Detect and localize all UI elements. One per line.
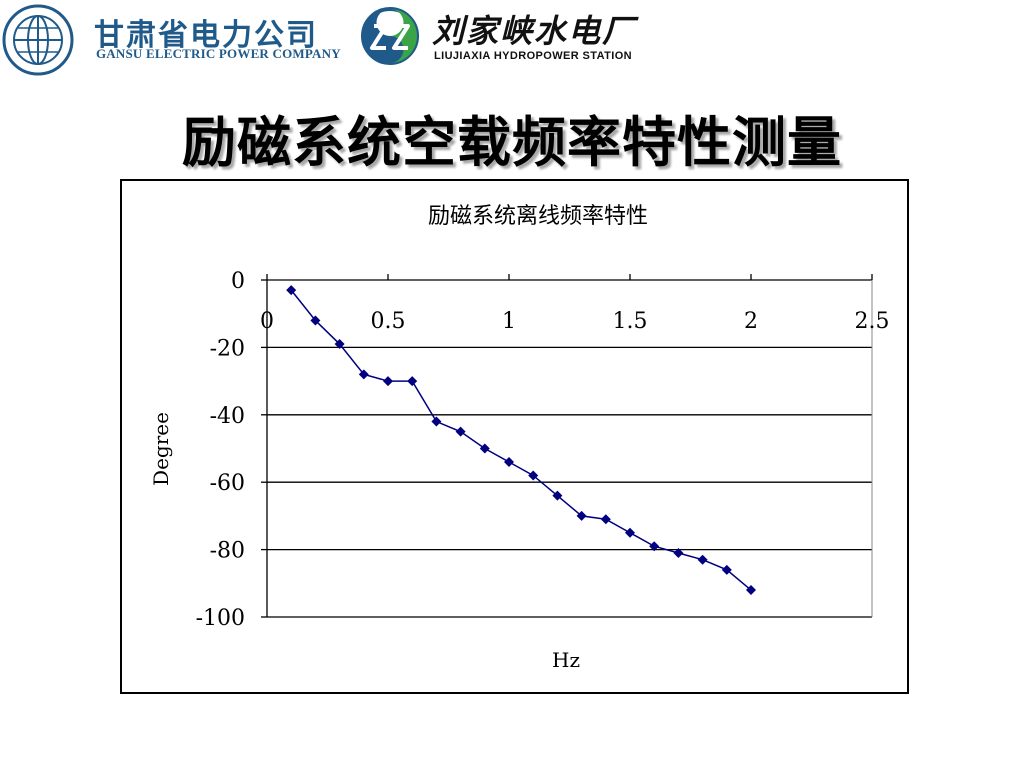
data-point <box>721 564 732 575</box>
data-point <box>455 426 466 437</box>
data-point <box>504 456 514 467</box>
x-tick-label: 1.5 <box>613 309 648 334</box>
globe-icon <box>2 4 74 76</box>
x-tick-label: 0 <box>260 309 274 334</box>
yin-yang-icon <box>361 7 419 65</box>
data-point <box>625 527 635 538</box>
x-tick-label: 0.5 <box>371 309 406 334</box>
data-point <box>479 443 490 454</box>
chart-title: 励磁系统离线频率特性 <box>428 204 648 229</box>
y-tick-label: 0 <box>231 269 245 294</box>
series-layer <box>286 285 756 596</box>
station-name-cn: 刘家峡水电厂 <box>432 12 637 50</box>
x-tick-label: 1 <box>502 309 516 334</box>
y-tick-label: -40 <box>210 404 245 429</box>
line-chart: 励磁系统离线频率特性 0 -20 -40 -60 -80 -100 0 0.5 1 1.5 2 2.5… <box>149 204 890 672</box>
data-point <box>576 510 587 521</box>
data-point <box>286 285 297 296</box>
x-tick-label: 2.5 <box>855 309 890 334</box>
y-axis-label: Degree <box>149 412 173 486</box>
data-point <box>746 585 756 596</box>
data-point <box>528 470 539 481</box>
data-point <box>358 369 369 380</box>
y-tick-label: -80 <box>210 539 245 564</box>
y-tick-label: -20 <box>210 336 245 361</box>
data-point <box>310 315 321 326</box>
data-point <box>431 416 442 427</box>
axis-layer: 0 -20 -40 -60 -80 -100 0 0.5 1 1.5 2 2.5 <box>196 269 890 631</box>
data-point <box>552 490 563 501</box>
x-axis-label: Hz <box>552 648 580 672</box>
data-point <box>334 339 345 350</box>
company-name-en: GANSU ELECTRIC POWER COMPANY <box>96 46 341 61</box>
data-point <box>383 376 393 387</box>
data-point <box>407 376 418 387</box>
data-point <box>600 514 611 525</box>
data-point <box>673 547 684 558</box>
header: 甘肃省电力公司 GANSU ELECTRIC POWER COMPANY 刘家峡… <box>0 0 1024 80</box>
y-tick-label: -60 <box>210 471 245 496</box>
page-title: 励磁系统空载频率特性测量 <box>182 110 842 174</box>
station-name-en: LIUJIAXIA HYDROPOWER STATION <box>434 50 633 62</box>
series-line <box>290 289 752 591</box>
chart-frame: 励磁系统离线频率特性 0 -20 -40 -60 -80 -100 0 0.5 1 1.5 2 2.5… <box>120 179 909 694</box>
data-point <box>649 541 660 552</box>
y-tick-label: -100 <box>196 606 245 631</box>
data-point <box>697 554 708 565</box>
grid-layer <box>267 279 872 618</box>
x-tick-label: 2 <box>744 309 758 334</box>
company-name-cn: 甘肃省电力公司 <box>94 18 318 53</box>
